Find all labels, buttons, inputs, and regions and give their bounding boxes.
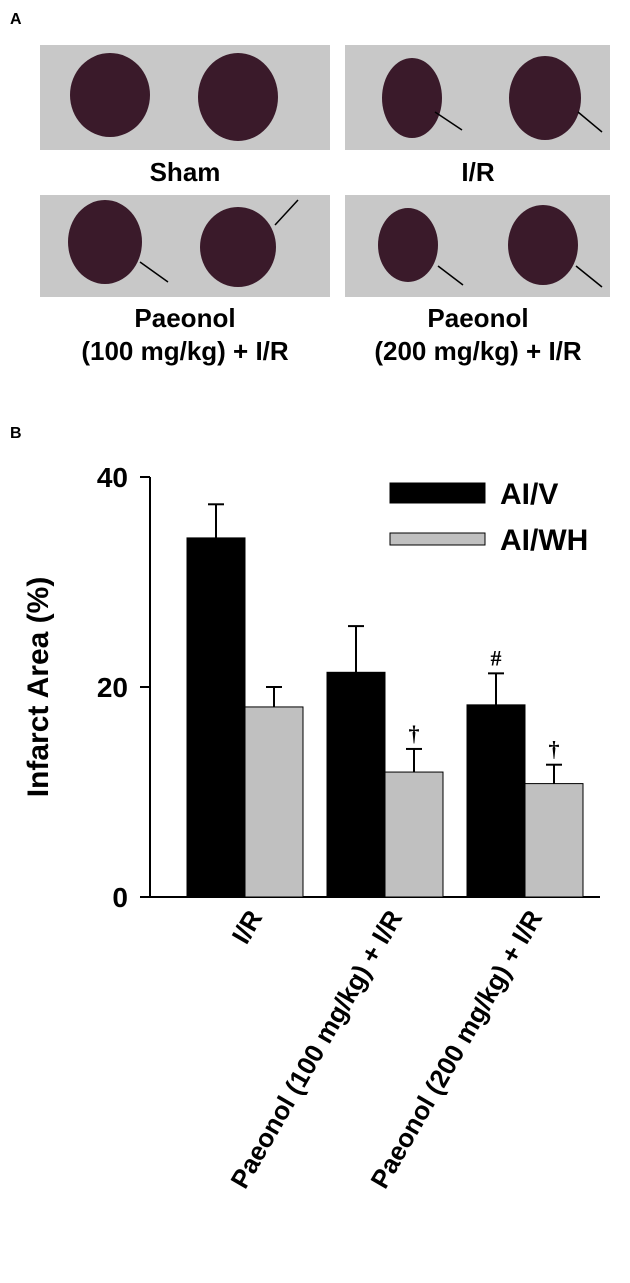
caption: Paeonol (427, 303, 528, 333)
heart (70, 53, 150, 137)
legend-label: AI/WH (500, 524, 588, 557)
heart (68, 200, 142, 284)
caption: (100 mg/kg) + I/R (81, 336, 289, 366)
legend-swatch (389, 532, 486, 546)
arrow (575, 265, 603, 288)
caption: Sham (150, 157, 221, 187)
legend-swatch (389, 482, 486, 504)
heart (200, 207, 276, 287)
heart (508, 205, 578, 285)
legend-label: AI/V (500, 478, 558, 511)
y-axis-label: Infarct Area (%) (22, 577, 55, 798)
heart (382, 58, 442, 138)
bar (244, 706, 304, 898)
caption: I/R (461, 157, 494, 187)
arrow (139, 261, 169, 283)
arrow (434, 111, 463, 131)
bar (384, 771, 444, 898)
y-tick-label: 0 (112, 882, 128, 913)
heart (378, 208, 438, 282)
heart (198, 53, 278, 141)
bar (524, 783, 584, 898)
panel-label: B (10, 425, 22, 442)
caption: Paeonol (134, 303, 235, 333)
bar (326, 671, 386, 898)
arrow (274, 199, 299, 226)
y-tick-label: 20 (97, 672, 128, 703)
heart (509, 56, 581, 140)
significance-marker: # (491, 645, 502, 670)
x-tick-label: I/R (226, 905, 269, 949)
y-tick-label: 40 (97, 462, 128, 493)
caption: (200 mg/kg) + I/R (374, 336, 582, 366)
arrow (577, 111, 603, 133)
panel-label: A (10, 11, 22, 28)
bar (186, 537, 246, 898)
bar (466, 704, 526, 898)
arrow (437, 265, 464, 286)
significance-marker: † (549, 737, 560, 762)
photos (40, 45, 610, 297)
significance-marker: † (409, 721, 420, 746)
